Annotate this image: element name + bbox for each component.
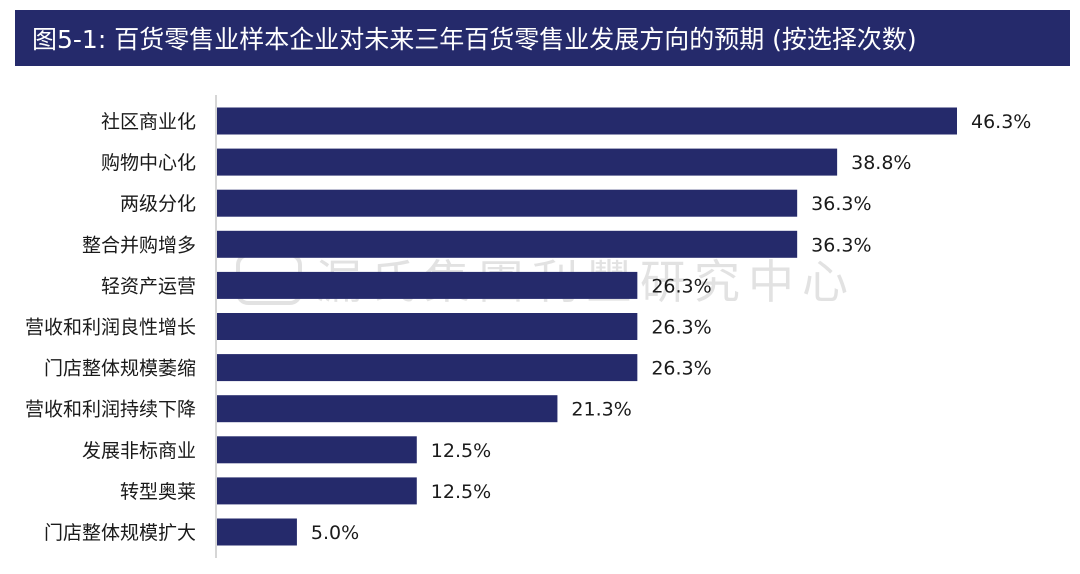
- category-label: 营收和利润良性增长: [25, 317, 196, 339]
- bar: [217, 518, 297, 546]
- data-label: 26.3%: [651, 358, 711, 380]
- data-label: 36.3%: [811, 234, 871, 256]
- bar: [217, 107, 957, 135]
- chart-title-bar: 图5-1: 百货零售业样本企业对未来三年百货零售业发展方向的预期 (按选择次数): [15, 10, 1070, 66]
- data-label: 26.3%: [651, 317, 711, 339]
- data-label: 21.3%: [571, 399, 631, 421]
- bar: [217, 436, 417, 464]
- category-label: 轻资产运营: [101, 275, 196, 297]
- data-label: 38.8%: [851, 152, 911, 174]
- category-label: 门店整体规模萎缩: [44, 358, 196, 380]
- data-label: 36.3%: [811, 193, 871, 215]
- category-label: 转型奥莱: [120, 481, 196, 503]
- bar: [217, 313, 638, 340]
- bar: [217, 395, 558, 423]
- bar: [217, 148, 838, 176]
- chart-title: 图5-1: 百货零售业样本企业对未来三年百货零售业发展方向的预期 (按选择次数): [32, 25, 917, 54]
- bar: [217, 271, 638, 299]
- category-label: 整合并购增多: [82, 234, 196, 256]
- category-label: 发展非标商业: [82, 440, 196, 462]
- data-label: 46.3%: [971, 111, 1031, 133]
- data-label: 26.3%: [651, 275, 711, 297]
- bar: [217, 189, 798, 217]
- category-label: 社区商业化: [101, 111, 196, 133]
- category-label: 门店整体规模扩大: [44, 522, 196, 544]
- data-label: 12.5%: [431, 481, 491, 503]
- bar: [217, 354, 638, 382]
- category-label: 两级分化: [120, 193, 196, 215]
- bar: [217, 477, 417, 505]
- category-label: 购物中心化: [101, 152, 196, 174]
- category-label: 营收和利润持续下降: [25, 399, 196, 421]
- data-label: 12.5%: [431, 440, 491, 462]
- data-label: 5.0%: [311, 522, 359, 544]
- bar: [217, 230, 798, 258]
